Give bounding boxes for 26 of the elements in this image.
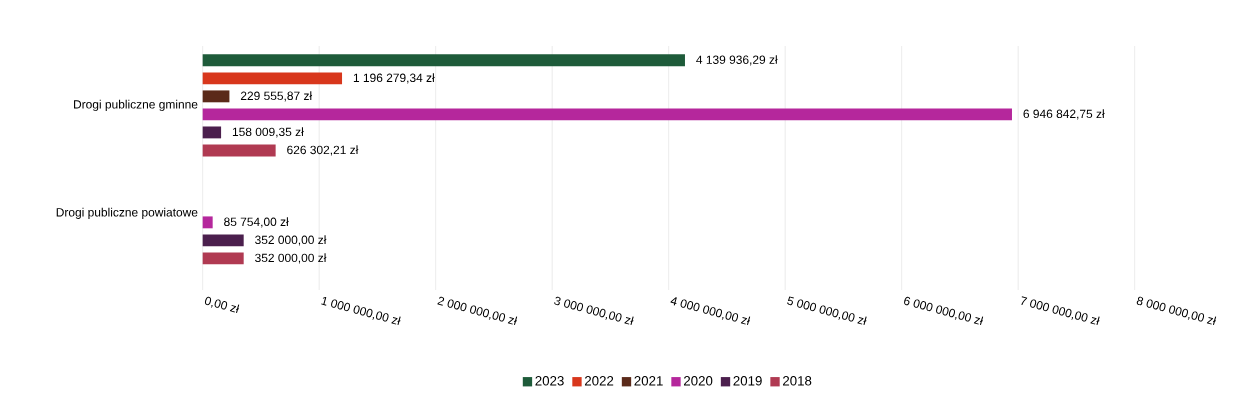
y-tick-label: Drogi publiczne powiatowe [56,207,198,219]
legend-label: 2020 [683,376,713,386]
data-label: 352 000,00 zł [255,253,327,264]
legend-label: 2021 [634,376,663,386]
data-label: 6 946 842,75 zł [1023,109,1105,120]
y-tick-label: Drogi publiczne gminne [74,99,198,111]
data-label: 4 139 936,29 zł [696,55,778,66]
data-label: 1 196 279,34 zł [353,73,435,84]
x-tick-label: 5 000 000,00 zł [787,296,867,326]
legend-label: 2023 [535,376,564,386]
data-label: 626 302,21 zł [287,145,359,156]
legend-label: 2019 [733,376,762,386]
x-tick-label: 1 000 000,00 zł [321,296,401,326]
data-label: 158 009,35 zł [232,127,304,138]
x-tick-label: 0,00 zł [204,296,240,314]
x-tick-label: 7 000 000,00 zł [1021,296,1100,326]
x-tick-label: 3 000 000,00 zł [554,296,634,326]
legend-label: 2022 [584,376,614,386]
x-tick-label: 2 000 000,00 zł [437,296,518,326]
data-label: 229 555,87 zł [240,91,313,102]
x-tick-label: 6 000 000,00 zł [904,296,984,326]
legend-label: 2018 [783,376,812,386]
x-tick-label: 4 000 000,00 zł [670,297,751,326]
data-label: 352 000,00 zł [255,235,327,246]
x-tick-label: 8 000 000,00 zł [1136,296,1217,326]
data-label: 85 754,00 zł [224,217,289,228]
